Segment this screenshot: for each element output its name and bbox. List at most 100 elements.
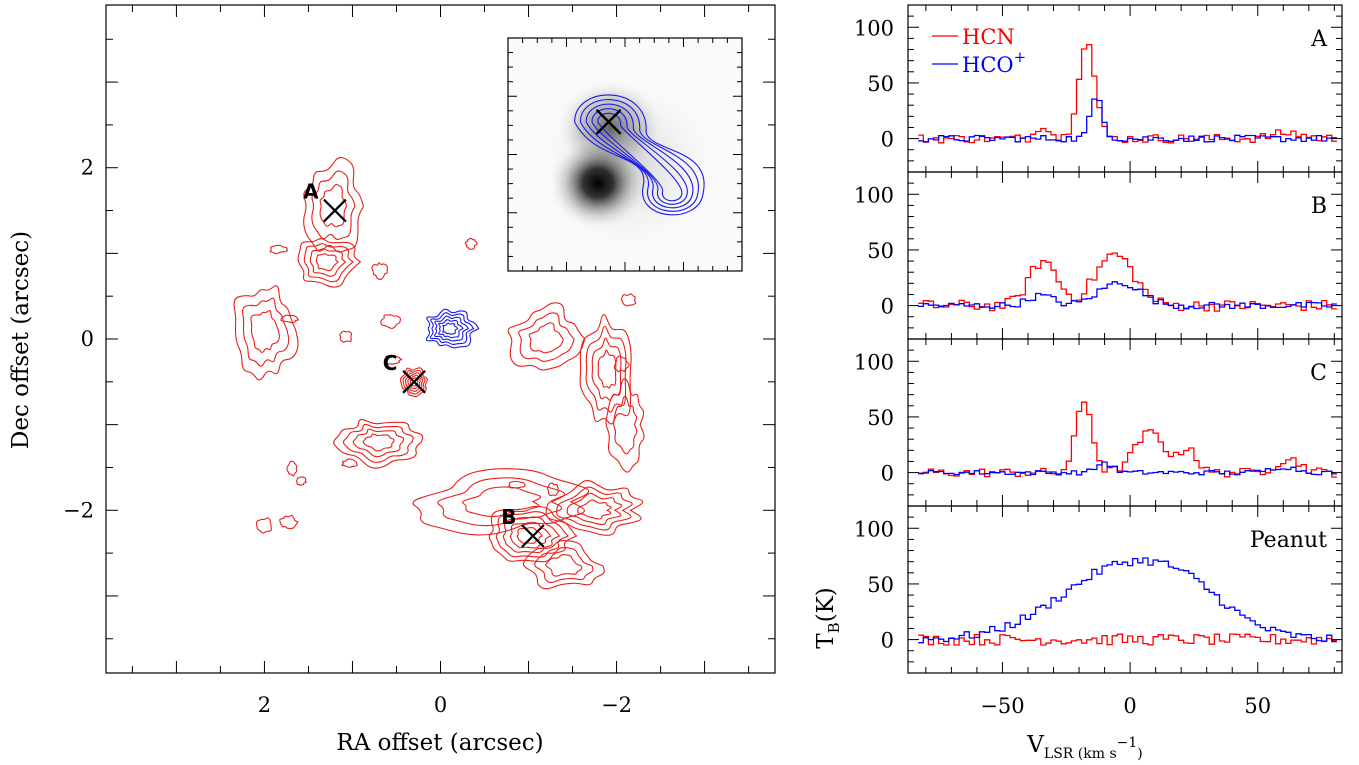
map-axis-ticks [106, 5, 775, 673]
map-ytick-label-1: 0 [81, 327, 94, 351]
map-xtick-label-1: 0 [434, 693, 447, 717]
spectrum-panel-Peanut: 0 50 100 Peanut [854, 505, 1343, 674]
spec-ytick-label-C-0: 0 [881, 462, 894, 486]
hco-contour-0-level-1 [429, 312, 475, 345]
hcn-speck-5-level-0 [269, 244, 288, 255]
hcn-contour-3-level-1 [402, 369, 426, 395]
spec-ytick-label-C-2: 100 [854, 350, 894, 374]
hcn-speck-3-level-0 [613, 355, 630, 373]
inset-primary-source [548, 135, 648, 231]
hcn-contour-4-level-3 [362, 433, 395, 452]
spectrum-A-series-HCN [918, 43, 1337, 144]
hcn-contour-8-level-0 [579, 314, 632, 425]
spec-ytick-label-A-1: 50 [867, 72, 894, 96]
marker-A-cross-b [323, 198, 347, 223]
inset-marker [595, 109, 622, 135]
spectrum-panel-label-A: A [1310, 27, 1328, 52]
hcn-contour-3-level-0 [400, 367, 428, 398]
inset-hco-level-4 [597, 112, 683, 202]
spectrum-panel-A: 0 50 100 A [854, 4, 1343, 173]
inset-axis-ticks [508, 38, 742, 271]
map-tick-labels: 2 0 −2 2 0 −2 [63, 156, 632, 717]
hcn-contour-6-level-0 [488, 505, 578, 563]
spec-ytick-label-C-1: 50 [867, 406, 894, 430]
hcn-speck-6-level-0 [546, 482, 559, 496]
inset-panel [507, 37, 743, 272]
spec-ytick-label-B-0: 0 [881, 295, 894, 319]
inset-hco-level-1 [579, 99, 699, 212]
marker-C-cross-b [402, 370, 426, 394]
hco-contour-0-level-4 [442, 322, 459, 335]
hco-contour-0-level-0 [425, 308, 480, 349]
hcn-contour-5-level-1 [437, 477, 566, 527]
spectrum-panel-label-Peanut: Peanut [1250, 528, 1327, 553]
hcn-contour-4-level-0 [333, 419, 424, 469]
map-x-axis-label: RA offset (arcsec) [336, 730, 543, 756]
spec-ytick-label-Peanut-1: 50 [867, 573, 894, 597]
spectrum-panel-label-B: B [1311, 194, 1327, 219]
hco-contour-0-level-3 [438, 319, 464, 339]
marker-label-B: B [501, 505, 516, 529]
hcn-contour-6-level-3 [509, 521, 552, 549]
hcn-contour-8-level-3 [597, 349, 617, 389]
hcn-contour-9-level-1 [518, 312, 575, 362]
hcn-contour-0-level-2 [319, 183, 348, 228]
hcn-speck-17-level-0 [286, 460, 298, 477]
hcn-speck-14-level-0 [341, 458, 358, 468]
hcn-speck-7-level-0 [295, 476, 307, 486]
hcn-contour-9-level-2 [528, 322, 564, 354]
marker-label-C: C [383, 351, 398, 375]
hcn-contour-1-level-0 [297, 238, 362, 288]
marker-B-cross-b [521, 524, 545, 548]
map-y-axis-label: Dec offset (arcsec) [8, 231, 34, 449]
spec-xtick-label-2: 50 [1244, 694, 1271, 718]
hcn-speck-12-level-0 [371, 262, 388, 280]
spectrum-panel-C: 0 50 100 C [854, 338, 1343, 507]
spectra-x-axis-label: VLSR (km s−1) [1026, 732, 1142, 762]
spec-ytick-label-A-2: 100 [854, 16, 894, 40]
hco-contour-0-level-2 [434, 315, 469, 342]
spec-ytick-label-B-1: 50 [867, 239, 894, 263]
hcn-contour-3-level-2 [404, 372, 424, 392]
hcn-speck-15-level-0 [384, 354, 403, 365]
spectrum-panel-label-C: C [1310, 361, 1327, 386]
hcn-contours [233, 156, 645, 590]
hcn-contour-7-level-1 [556, 486, 633, 531]
marker-label-A: A [303, 180, 319, 204]
hcn-speck-1-level-0 [255, 517, 272, 534]
spec-ytick-label-Peanut-0: 0 [881, 629, 894, 653]
hcn-speck-4-level-0 [280, 314, 299, 324]
hcn-contour-1-level-2 [309, 248, 347, 277]
hcn-speck-16-level-0 [620, 293, 637, 307]
hcn-contour-10-level-1 [612, 395, 638, 455]
spectrum-A-series-HCO+ [918, 98, 1337, 143]
inset-frame [507, 37, 743, 272]
position-markers: A B C [303, 180, 545, 548]
inset-hco-level-3 [591, 108, 688, 205]
hcn-contour-4-level-1 [342, 423, 414, 463]
spectra-y-axis-label: TB(K) [813, 587, 843, 649]
hcn-contour-11-level-0 [522, 540, 605, 590]
contour-map: A B C 2 0 −2 2 0 −2 RA offset (arcsec) Dec offs… [8, 4, 776, 756]
hcn-contour-2-level-2 [250, 310, 280, 353]
spectrum-Peanut-series-HCN [918, 633, 1337, 646]
inset-hco-contours [574, 94, 705, 216]
hcn-contour-1-level-1 [303, 243, 354, 283]
hcn-contour-7-level-0 [545, 480, 644, 536]
hcn-contour-1-level-3 [315, 253, 339, 272]
spectrum-panel-B: 0 50 100 B [854, 171, 1343, 340]
legend-label-0: HCN [962, 25, 1015, 49]
hcn-contour-6-level-1 [495, 511, 569, 558]
hco-contours [425, 308, 480, 349]
legend-label-1: HCO+ [962, 48, 1026, 77]
hcn-speck-11-level-0 [508, 480, 526, 489]
hcn-contour-4-level-2 [352, 428, 405, 458]
hcn-contour-2-level-0 [233, 285, 299, 381]
spec-ytick-label-Peanut-2: 100 [854, 517, 894, 541]
hcn-contour-10-level-0 [605, 378, 645, 473]
hcn-speck-10-level-0 [464, 237, 478, 250]
spectrum-B-series-HCO+ [918, 281, 1337, 310]
hcn-contour-7-level-2 [566, 492, 623, 525]
hcn-contour-9-level-0 [507, 302, 586, 371]
